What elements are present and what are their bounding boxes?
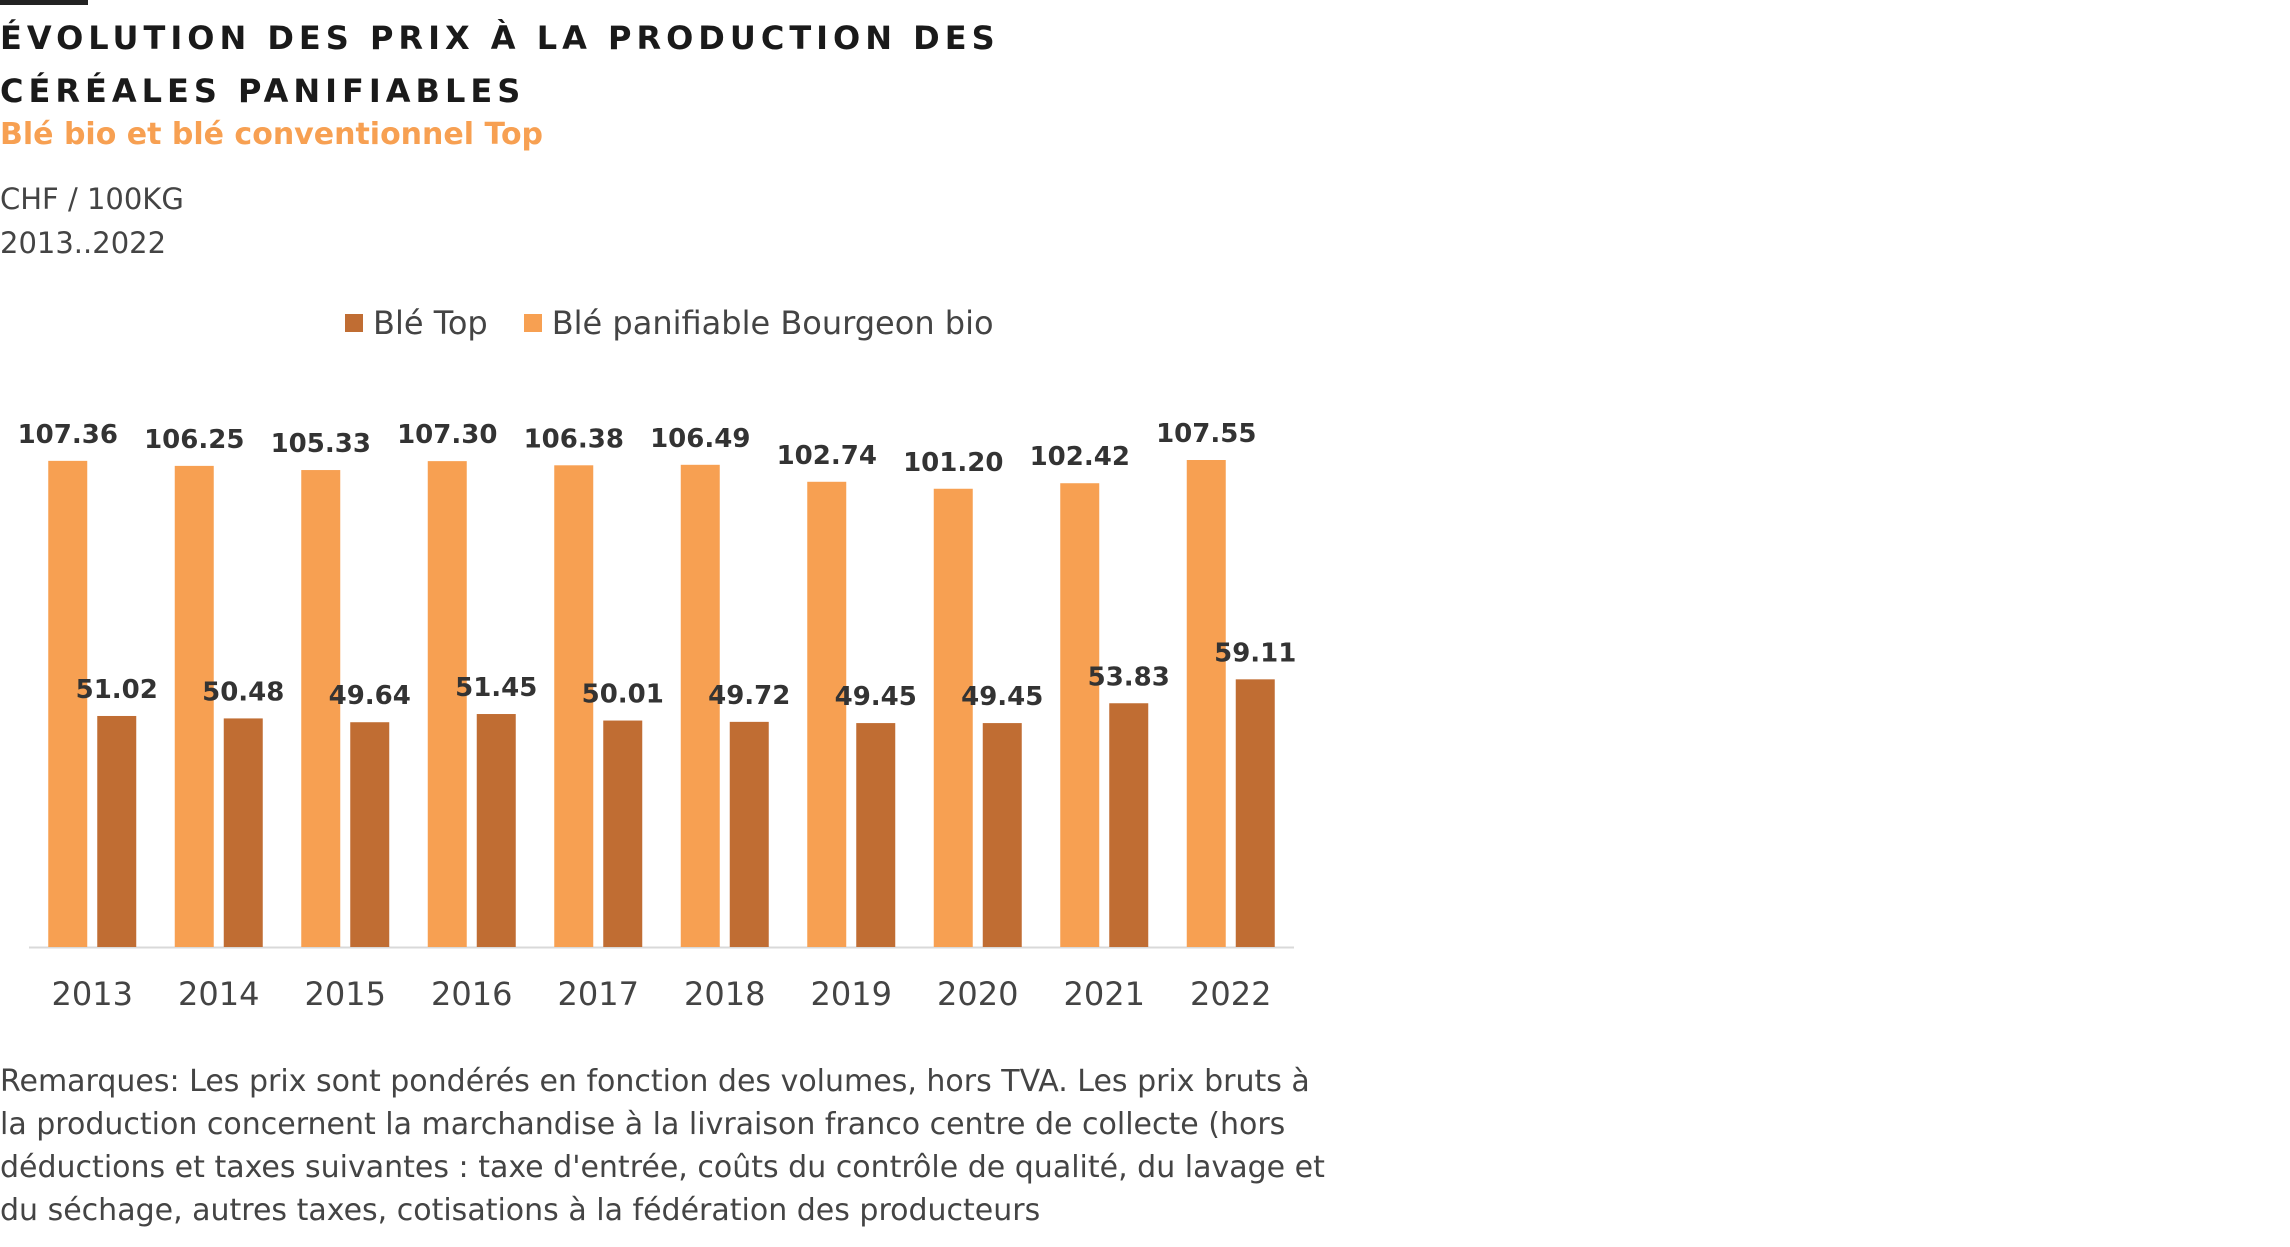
legend: Blé Top Blé panifiable Bourgeon bio [345, 304, 1030, 342]
bar-ble-bio-2014 [174, 465, 214, 947]
x-tick-label-2014: 2014 [178, 975, 259, 1013]
bar-ble-bio-2015 [301, 470, 341, 947]
data-label-ble-bio-2020: 101.20 [903, 448, 1003, 478]
data-label-ble-bio-2018: 106.49 [650, 424, 750, 454]
x-tick-label-2019: 2019 [811, 975, 892, 1013]
legend-label-ble-bio: Blé panifiable Bourgeon bio [551, 304, 994, 342]
data-label-ble-top-2021: 53.83 [1088, 662, 1170, 692]
bar-ble-bio-2022 [1186, 460, 1226, 947]
bar-ble-bio-2013 [48, 460, 88, 947]
bar-ble-top-2018 [729, 721, 769, 947]
bar-ble-top-2016 [476, 714, 516, 947]
data-label-ble-top-2015: 49.64 [329, 681, 411, 711]
x-tick-label-2020: 2020 [937, 975, 1018, 1013]
data-label-ble-top-2017: 50.01 [582, 680, 664, 710]
x-tick-label-2021: 2021 [1064, 975, 1145, 1013]
x-tick-label-2016: 2016 [431, 975, 512, 1013]
data-label-ble-top-2018: 49.72 [708, 681, 790, 711]
legend-label-ble-top: Blé Top [373, 304, 488, 342]
unit-label: CHF / 100KG [0, 182, 184, 216]
period-label: 2013..2022 [0, 226, 167, 260]
title-rule [0, 0, 88, 5]
chart-subtitle: Blé bio et blé conventionnel Top [0, 117, 544, 152]
chart-title: Évolution des prix à la production des c… [0, 19, 1000, 110]
data-label-ble-top-2022: 59.11 [1214, 638, 1296, 668]
data-label-ble-bio-2019: 102.74 [777, 441, 877, 471]
data-label-ble-top-2019: 49.45 [835, 682, 917, 712]
bar-ble-top-2022 [1235, 679, 1275, 947]
bar-ble-top-2013 [97, 715, 137, 947]
data-label-ble-top-2020: 49.45 [961, 682, 1043, 712]
legend-item-ble-top: Blé Top [345, 304, 488, 342]
data-label-ble-bio-2016: 107.30 [397, 420, 497, 450]
legend-swatch-ble-top [345, 314, 363, 332]
data-label-ble-bio-2013: 107.36 [18, 420, 118, 450]
bar-ble-top-2015 [350, 722, 390, 947]
x-tick-label-2017: 2017 [558, 975, 639, 1013]
bar-ble-bio-2018 [680, 464, 720, 947]
bar-ble-top-2014 [223, 718, 263, 947]
bar-ble-bio-2019 [807, 481, 847, 947]
bar-ble-top-2020 [982, 723, 1022, 947]
x-tick-label-2015: 2015 [305, 975, 386, 1013]
chart-note: Remarques: Les prix sont pondérés en fon… [0, 1064, 1325, 1228]
legend-swatch-ble-bio [523, 314, 542, 332]
bar-ble-top-2017 [603, 720, 643, 947]
data-label-ble-bio-2021: 102.42 [1030, 442, 1130, 472]
data-label-ble-bio-2014: 106.25 [144, 425, 244, 455]
data-label-ble-top-2016: 51.45 [455, 673, 537, 703]
data-label-ble-bio-2017: 106.38 [524, 424, 624, 454]
data-label-ble-top-2013: 51.02 [76, 675, 158, 705]
legend-item-ble-bio: Blé panifiable Bourgeon bio [523, 304, 994, 342]
bar-ble-bio-2021 [1060, 483, 1100, 947]
bar-ble-top-2019 [856, 723, 896, 947]
bar-ble-bio-2016 [427, 461, 467, 947]
bar-ble-bio-2017 [554, 465, 594, 947]
data-label-ble-top-2014: 50.48 [202, 677, 284, 707]
bar-ble-top-2021 [1109, 703, 1149, 947]
x-tick-label-2013: 2013 [52, 975, 133, 1013]
data-label-ble-bio-2022: 107.55 [1156, 419, 1256, 449]
data-label-ble-bio-2015: 105.33 [271, 429, 371, 459]
bar-ble-bio-2020 [933, 488, 973, 947]
x-tick-label-2018: 2018 [684, 975, 765, 1013]
x-tick-label-2022: 2022 [1190, 975, 1271, 1013]
